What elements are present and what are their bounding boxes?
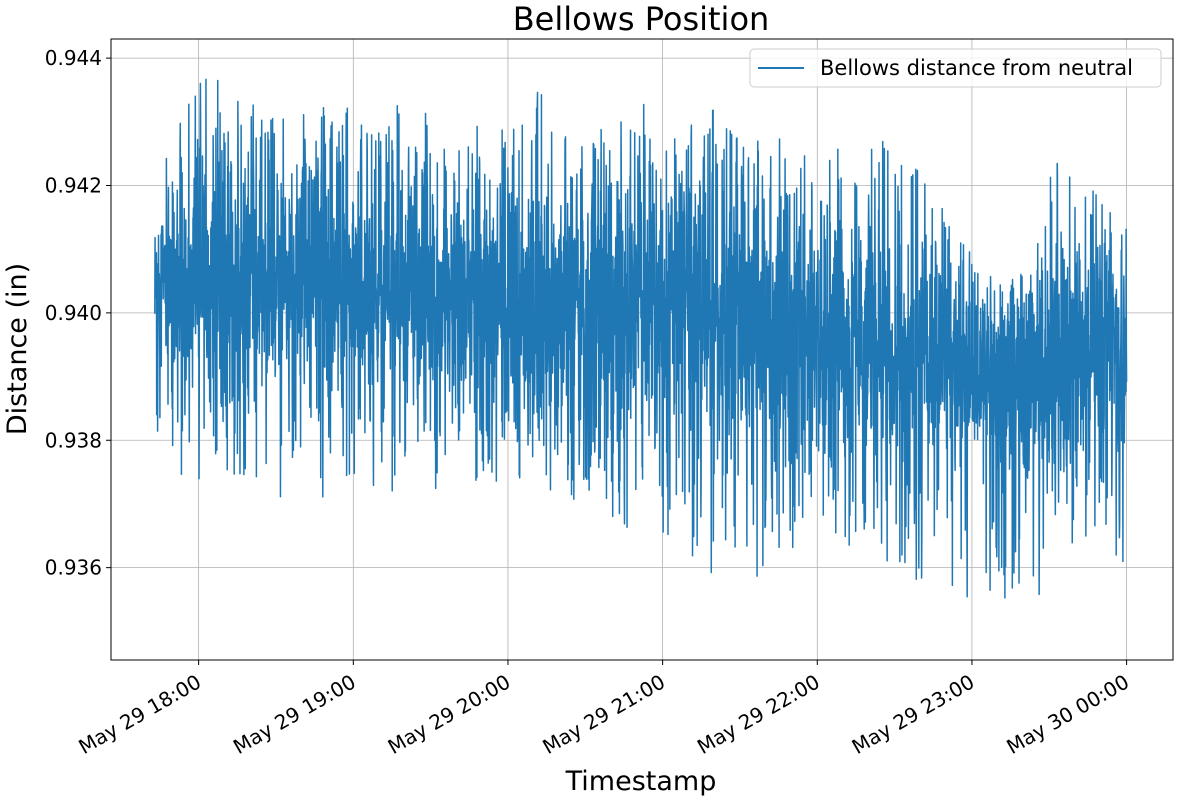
y-axis: 0.936 0.938 0.940 0.942 0.944 — [45, 46, 111, 580]
y-tick-label: 0.938 — [45, 428, 102, 452]
y-axis-label: Distance (in) — [2, 263, 33, 435]
y-tick-label: 0.942 — [45, 173, 102, 197]
y-tick-label: 0.940 — [45, 301, 102, 325]
x-axis-label: Timestamp — [565, 766, 717, 797]
series-layer — [154, 78, 1128, 599]
legend-box — [749, 48, 1162, 88]
y-tick-label: 0.944 — [45, 46, 102, 70]
legend-label: Bellows distance from neutral — [820, 56, 1133, 80]
y-tick-label: 0.936 — [45, 556, 102, 580]
plot-area-frame — [110, 38, 1174, 661]
legend: Bellows distance from neutral — [749, 48, 1162, 88]
series-line-bellows-distance — [154, 78, 1128, 599]
chart-title: Bellows Position — [513, 0, 770, 38]
